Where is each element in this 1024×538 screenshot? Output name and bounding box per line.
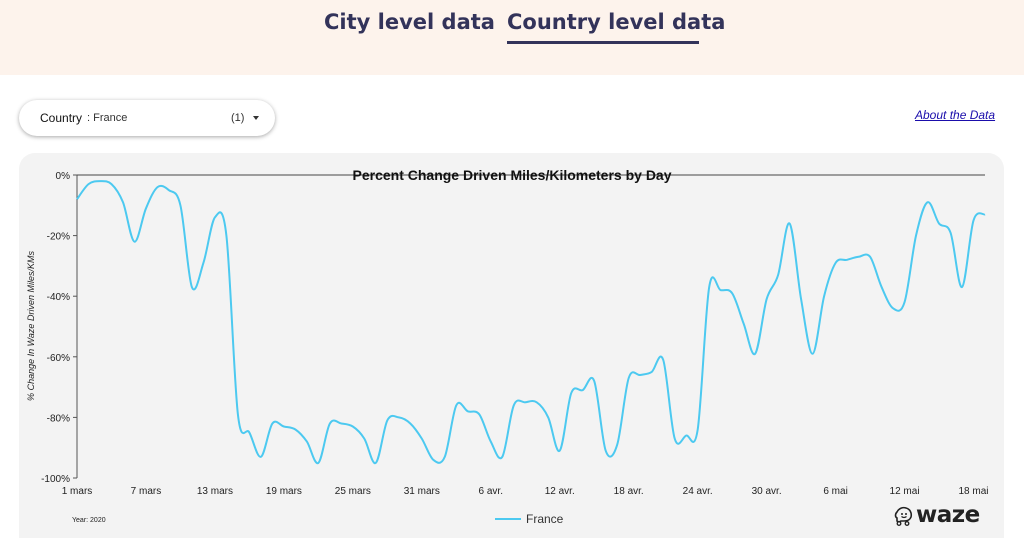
about-the-data-link[interactable]: About the Data bbox=[915, 108, 996, 122]
x-tick-label: 1 mars bbox=[62, 486, 93, 497]
chart-title: Percent Change Driven Miles/Kilometers b… bbox=[353, 167, 672, 183]
x-tick-label: 6 mai bbox=[823, 486, 847, 497]
x-tick-label: 13 mars bbox=[197, 486, 233, 497]
y-tick-label: -60% bbox=[47, 353, 70, 364]
y-tick-label: -80% bbox=[47, 413, 70, 424]
x-tick-label: 6 avr. bbox=[479, 486, 503, 497]
waze-logo: waze bbox=[893, 502, 985, 531]
x-tick-label: 18 mai bbox=[958, 486, 988, 497]
y-tick-label: -20% bbox=[47, 232, 70, 243]
tab-country-level-data[interactable]: Country level data bbox=[507, 10, 726, 34]
header-bar: City level data Country level data bbox=[0, 0, 1024, 75]
filter-label: Country bbox=[40, 111, 83, 125]
x-tick-label: 30 avr. bbox=[752, 486, 782, 497]
x-tick-label: 24 avr. bbox=[683, 486, 713, 497]
legend-label: France bbox=[526, 512, 564, 526]
tab-city-level-data[interactable]: City level data bbox=[324, 10, 495, 34]
x-tick-label: 18 avr. bbox=[614, 486, 644, 497]
x-tick-label: 25 mars bbox=[335, 486, 371, 497]
filter-selected-value: : France bbox=[87, 112, 128, 124]
y-tick-label: -100% bbox=[41, 474, 70, 485]
x-tick-label: 31 mars bbox=[404, 486, 440, 497]
country-filter-dropdown[interactable]: Country : France (1) bbox=[19, 100, 275, 136]
x-tick-label: 12 mai bbox=[890, 486, 920, 497]
waze-icon bbox=[894, 506, 913, 526]
x-tick-label: 19 mars bbox=[266, 486, 302, 497]
y-axis-label: % Change In Waze Driven Miles/KMs bbox=[26, 251, 36, 401]
year-label: Year: 2020 bbox=[72, 517, 106, 524]
x-tick-label: 12 avr. bbox=[545, 486, 575, 497]
series-line-france bbox=[76, 180, 986, 465]
y-tick-label: -40% bbox=[47, 292, 70, 303]
waze-wordmark: waze bbox=[916, 502, 980, 528]
x-tick-label: 7 mars bbox=[131, 486, 162, 497]
active-tab-indicator bbox=[507, 41, 699, 44]
caret-down-icon bbox=[253, 116, 259, 120]
y-tick-label: 0% bbox=[56, 171, 71, 182]
filter-selection-count: (1) bbox=[231, 112, 245, 124]
